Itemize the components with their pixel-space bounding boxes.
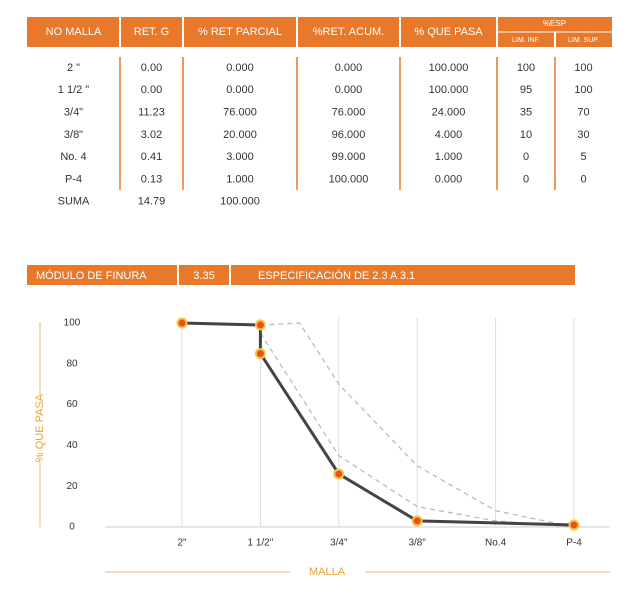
summary-label: MÓDULO DE FINURA xyxy=(36,269,147,282)
x-tick-label: No.4 xyxy=(485,538,507,549)
table-cell: 0.13 xyxy=(141,173,162,185)
table-cell: 14.79 xyxy=(138,196,166,208)
data-point xyxy=(568,519,580,531)
table-cell: 100.000 xyxy=(220,196,260,208)
table-cell: 35 xyxy=(520,107,532,119)
header-cell: % QUE PASA xyxy=(414,26,483,38)
table-cell: 1.000 xyxy=(226,173,254,185)
table-cell: 0.00 xyxy=(141,62,162,74)
table-cell: 0.000 xyxy=(226,84,254,96)
summary-bar xyxy=(27,265,575,285)
table-cell: 20.000 xyxy=(223,129,257,141)
table-cell: 0 xyxy=(523,173,529,185)
table-cell: 0.000 xyxy=(335,62,363,74)
subheader-cell: LIM. SUP. xyxy=(568,37,599,44)
summary-value: 3.35 xyxy=(193,270,214,282)
table-cell: 2 " xyxy=(67,62,80,74)
table-cell: 95 xyxy=(520,84,532,96)
x-tick-label: 3/8" xyxy=(408,538,426,549)
data-point xyxy=(254,319,266,331)
table-cell: 0 xyxy=(580,173,586,185)
table-cell: 1 1/2 " xyxy=(58,84,90,96)
header-cell: NO MALLA xyxy=(46,26,102,38)
table-cell: 24.000 xyxy=(432,107,466,119)
table-cell: 0.41 xyxy=(141,151,162,163)
table-cell: 5 xyxy=(580,151,586,163)
x-tick-label: 3/4" xyxy=(330,538,348,549)
header-cell: % RET PARCIAL xyxy=(198,26,282,38)
table-cell: 0.000 xyxy=(335,84,363,96)
data-point xyxy=(333,468,345,480)
table-cell: No. 4 xyxy=(60,151,86,163)
table-cell: 30 xyxy=(577,129,589,141)
data-point xyxy=(254,348,266,360)
table-cell: 1.000 xyxy=(435,151,463,163)
x-tick-label: 2" xyxy=(177,538,187,549)
table-cell: 70 xyxy=(577,107,589,119)
header-cell: RET. G xyxy=(134,26,169,38)
data-line xyxy=(181,321,575,527)
table-cell: 76.000 xyxy=(223,107,257,119)
table-cell: 3.02 xyxy=(141,129,162,141)
table-cell: 96.000 xyxy=(332,129,366,141)
table-cell: P-4 xyxy=(65,173,82,185)
limit-line xyxy=(260,322,575,528)
table-cell: 0.00 xyxy=(141,84,162,96)
table-cell: 11.23 xyxy=(138,107,165,119)
header-cell: %RET. ACUM. xyxy=(313,26,385,38)
header-cell: %ESP xyxy=(543,19,566,28)
table-cell: 76.000 xyxy=(332,107,366,119)
y-tick-label: 40 xyxy=(66,440,78,451)
table-cell: 100.000 xyxy=(429,84,469,96)
table-cell: 100 xyxy=(574,84,592,96)
summary-spec: ESPECIFICACIÓN DE 2.3 A 3.1 xyxy=(258,269,415,282)
y-tick-label: 20 xyxy=(66,481,78,492)
table-cell: 0.000 xyxy=(435,173,463,185)
table-cell: 3/4" xyxy=(64,107,83,119)
y-tick-label: 100 xyxy=(64,318,81,329)
table-cell: 0 xyxy=(523,151,529,163)
y-tick-label: 60 xyxy=(66,399,78,410)
table-cell: 3/8" xyxy=(64,129,83,141)
x-tick-label: P-4 xyxy=(566,538,582,549)
x-axis-label: MALLA xyxy=(309,566,346,578)
x-tick-label: 1 1/2" xyxy=(248,538,274,549)
table-cell: 99.000 xyxy=(332,151,366,163)
table-cell: 100 xyxy=(517,62,535,74)
table-cell: 100.000 xyxy=(429,62,469,74)
data-point xyxy=(176,317,188,329)
table-cell: 100.000 xyxy=(329,173,369,185)
table-cell: SUMA xyxy=(58,196,90,208)
y-axis-label: % QUE PASA xyxy=(34,393,46,462)
table-cell: 3.000 xyxy=(226,151,254,163)
y-tick-label: 80 xyxy=(66,358,78,369)
table-cell: 100 xyxy=(574,62,592,74)
table-cell: 4.000 xyxy=(435,129,463,141)
table-cell: 0.000 xyxy=(226,62,254,74)
table-cell: 10 xyxy=(520,129,532,141)
subheader-cell: LIM. INF. xyxy=(512,37,540,44)
y-tick-label: 0 xyxy=(69,522,75,533)
data-point xyxy=(411,515,423,527)
